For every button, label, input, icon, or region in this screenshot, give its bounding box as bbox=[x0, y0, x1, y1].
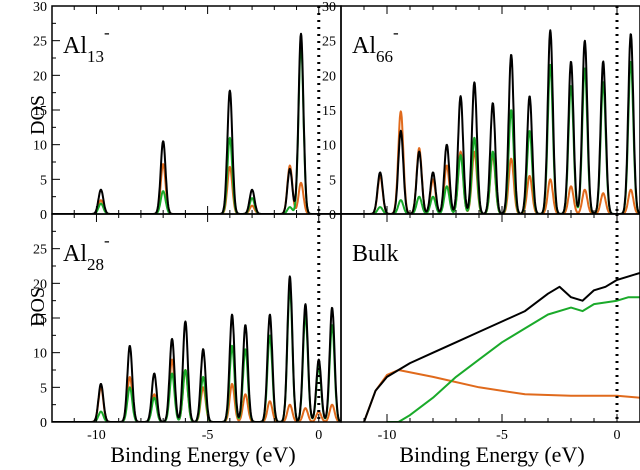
y-tick-label: 10 bbox=[33, 347, 47, 362]
y-tick-label: 25 bbox=[33, 243, 47, 258]
panel-label-3: Al28- bbox=[63, 231, 110, 274]
y-tick-label: 30 bbox=[33, 0, 47, 15]
y-tick-label: 0 bbox=[40, 416, 47, 431]
y-tick-label: 10 bbox=[322, 139, 336, 154]
x-tick-label: -5 bbox=[202, 428, 214, 443]
y-tick-label: 20 bbox=[322, 69, 336, 84]
y-tick-label: 30 bbox=[322, 0, 336, 15]
y-tick-label: 5 bbox=[329, 173, 336, 188]
s-like-dos-curve-3 bbox=[52, 358, 341, 422]
total-dos-curve-1 bbox=[52, 32, 341, 214]
panel-3: -10 -5 0 0 5 10 15 20 25 Al28- bbox=[33, 213, 342, 443]
total-dos-curve-3 bbox=[52, 275, 341, 422]
panel-frame-4 bbox=[340, 213, 640, 423]
y-axis-label-bottom: DOS bbox=[27, 287, 49, 327]
plot-area-3 bbox=[52, 275, 341, 422]
x-axis-label-right: Binding Energy (eV) bbox=[399, 442, 584, 467]
x-axis-label-left: Binding Energy (eV) bbox=[110, 442, 295, 467]
x-tick-label: -10 bbox=[378, 428, 397, 443]
panel-label-1: Al13- bbox=[63, 23, 110, 66]
plot-area-1 bbox=[52, 32, 341, 214]
y-tick-label: 20 bbox=[33, 277, 47, 292]
panel-frame-3 bbox=[51, 213, 342, 423]
y-tick-label: 0 bbox=[40, 208, 47, 223]
total-dos-curve-2 bbox=[341, 29, 640, 214]
y-tick-label: 25 bbox=[322, 35, 336, 50]
total-dos-curve-4 bbox=[363, 271, 640, 422]
panel-4: -10 -5 0 Bulk bbox=[340, 213, 640, 443]
x-tick-label: 0 bbox=[614, 428, 621, 443]
y-tick-label: 20 bbox=[33, 69, 47, 84]
y-tick-label: 25 bbox=[33, 35, 47, 50]
panel-label-4: Bulk bbox=[352, 241, 399, 267]
y-tick-label: 5 bbox=[40, 381, 47, 396]
plot-area-4 bbox=[363, 271, 640, 422]
panel-2: 0 5 10 15 20 25 30 Al66- bbox=[322, 0, 640, 223]
panel-1: 0 5 10 15 20 25 30 Al13- bbox=[33, 0, 342, 223]
y-tick-label: 15 bbox=[33, 312, 47, 327]
x-tick-label: -10 bbox=[87, 428, 106, 443]
y-tick-label: 10 bbox=[33, 139, 47, 154]
x-tick-label: 0 bbox=[315, 428, 322, 443]
y-axis-label-top: DOS bbox=[27, 95, 49, 135]
y-tick-label: 15 bbox=[33, 104, 47, 119]
p_like-dos-curve-4 bbox=[387, 296, 640, 422]
x-tick-label: -5 bbox=[496, 428, 508, 443]
y-tick-label: 15 bbox=[322, 104, 336, 119]
y-tick-label: 0 bbox=[329, 208, 336, 223]
y-tick-label: 5 bbox=[40, 173, 47, 188]
panel-label-2: Al66- bbox=[352, 23, 399, 66]
p-like-dos-curve-1 bbox=[52, 43, 341, 214]
p-like-dos-curve-3 bbox=[52, 285, 341, 422]
